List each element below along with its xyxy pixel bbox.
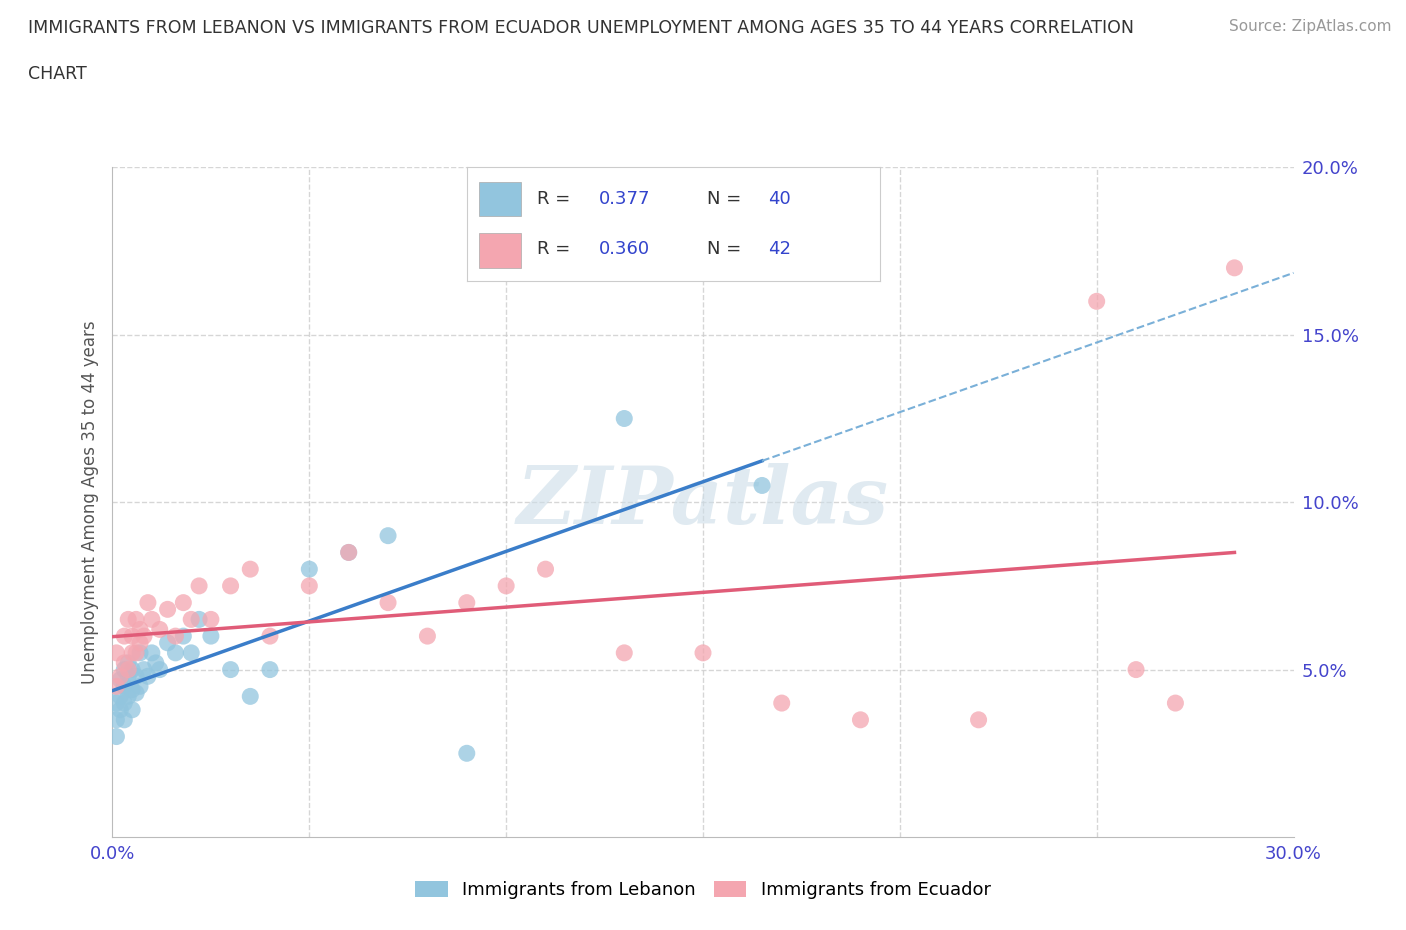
Point [129,645,152,660]
Point [112,696,135,711]
Point [112,629,135,644]
Point [117,612,139,627]
Point [121,629,143,644]
Point [172,629,194,644]
Point [141,645,163,660]
Point [416,629,439,644]
Point [110,702,132,717]
Point [105,645,128,660]
Point [770,696,793,711]
Point [456,595,478,610]
Point [180,645,202,660]
Point [298,562,321,577]
Legend: Immigrants from Lebanon, Immigrants from Ecuador: Immigrants from Lebanon, Immigrants from… [406,872,1000,909]
Point [849,712,872,727]
Point [172,595,194,610]
Text: IMMIGRANTS FROM LEBANON VS IMMIGRANTS FROM ECUADOR UNEMPLOYMENT AMONG AGES 35 TO: IMMIGRANTS FROM LEBANON VS IMMIGRANTS FR… [28,19,1135,36]
Point [117,669,139,684]
Point [613,411,636,426]
Text: CHART: CHART [28,65,87,83]
Point [259,629,281,644]
Point [129,622,152,637]
Point [105,696,128,711]
Point [105,729,128,744]
Point [165,629,187,644]
Text: ZIPatlas: ZIPatlas [517,463,889,541]
Point [117,662,139,677]
Point [188,612,211,627]
Point [377,528,399,543]
Point [751,478,773,493]
Point [121,683,143,698]
Point [1125,662,1147,677]
Point [112,662,135,677]
Point [239,562,262,577]
Point [337,545,360,560]
Point [117,656,139,671]
Point [149,662,172,677]
Point [534,562,557,577]
Point [110,672,132,687]
Point [180,612,202,627]
Point [125,685,148,700]
Point [156,602,179,617]
Point [377,595,399,610]
Point [121,702,143,717]
Point [145,656,167,671]
Point [456,746,478,761]
Point [188,578,211,593]
Point [125,612,148,627]
Point [121,662,143,677]
Point [132,629,155,644]
Point [121,645,143,660]
Point [1164,696,1187,711]
Point [132,662,155,677]
Point [200,612,222,627]
Point [259,662,281,677]
Point [1085,294,1108,309]
Point [149,622,172,637]
Y-axis label: Unemployment Among Ages 35 to 44 years: Unemployment Among Ages 35 to 44 years [80,321,98,684]
Point [117,689,139,704]
Point [141,612,163,627]
Point [105,679,128,694]
Point [112,656,135,671]
Point [613,645,636,660]
Point [129,679,152,694]
Point [337,545,360,560]
Point [298,578,321,593]
Point [239,689,262,704]
Point [136,669,159,684]
Point [112,712,135,727]
Point [1223,260,1246,275]
Point [495,578,517,593]
Point [219,662,242,677]
Point [165,645,187,660]
Point [125,669,148,684]
Point [110,669,132,684]
Point [112,679,135,694]
Point [200,629,222,644]
Point [129,635,152,650]
Point [110,689,132,704]
Point [219,578,242,593]
Point [967,712,990,727]
Point [105,712,128,727]
Point [136,595,159,610]
Point [156,635,179,650]
Point [692,645,714,660]
Text: Source: ZipAtlas.com: Source: ZipAtlas.com [1229,19,1392,33]
Point [125,645,148,660]
